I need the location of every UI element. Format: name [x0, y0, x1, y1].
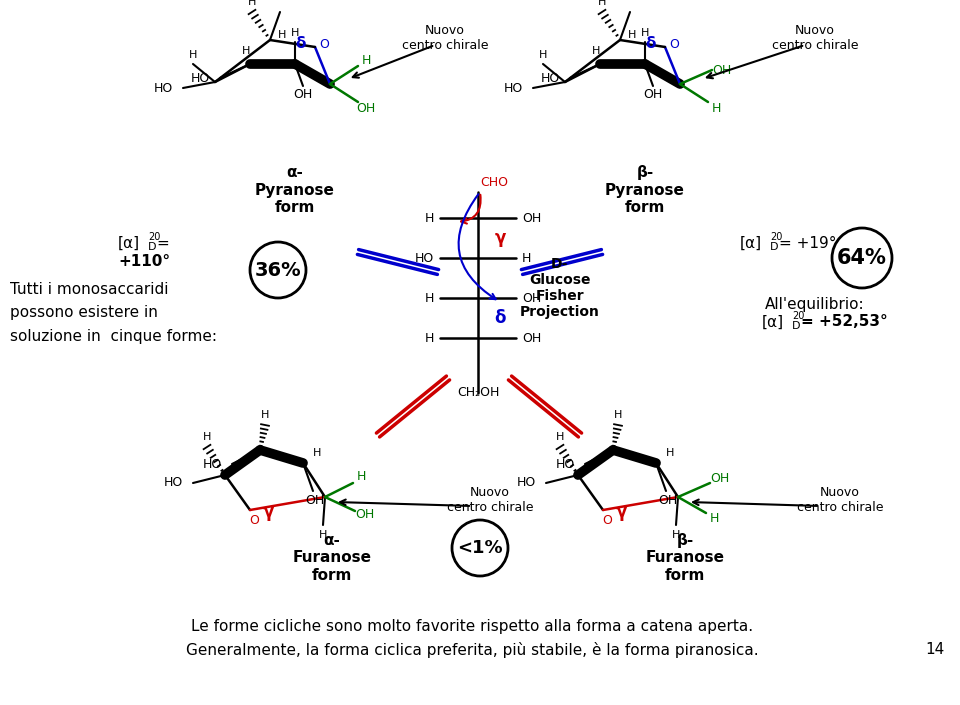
Text: 20: 20	[770, 232, 782, 242]
Circle shape	[832, 228, 892, 288]
Text: Nuovo
centro chirale: Nuovo centro chirale	[446, 486, 533, 514]
Text: Generalmente, la forma ciclica preferita, più stabile, è la forma piranosica.: Generalmente, la forma ciclica preferita…	[185, 642, 758, 658]
Text: H: H	[598, 0, 606, 7]
Text: H: H	[361, 54, 371, 66]
Text: H: H	[522, 252, 532, 264]
Text: H: H	[539, 50, 547, 60]
Text: H: H	[556, 432, 564, 442]
Text: OH: OH	[522, 291, 541, 305]
Text: H: H	[666, 448, 674, 458]
Text: D: D	[770, 242, 779, 252]
Text: HO: HO	[516, 477, 536, 489]
Text: H: H	[628, 30, 636, 40]
Text: All'equilibrio:: All'equilibrio:	[765, 298, 865, 312]
Text: HO: HO	[154, 82, 173, 94]
Text: CHO: CHO	[480, 176, 508, 190]
Text: H: H	[261, 410, 269, 420]
Text: OH: OH	[522, 331, 541, 345]
Text: OH: OH	[355, 508, 374, 522]
Text: H: H	[711, 102, 721, 114]
Text: Nuovo
centro chirale: Nuovo centro chirale	[401, 24, 489, 52]
Text: H: H	[356, 470, 366, 484]
Text: Nuovo
centro chirale: Nuovo centro chirale	[797, 486, 883, 514]
Text: H: H	[424, 331, 434, 345]
Text: H: H	[189, 50, 197, 60]
Text: H: H	[641, 28, 649, 38]
Text: 14: 14	[925, 642, 945, 658]
Text: Tutti i monosaccaridi: Tutti i monosaccaridi	[10, 283, 169, 298]
Text: H: H	[248, 0, 256, 7]
Text: OH: OH	[522, 212, 541, 224]
Text: =: =	[157, 235, 175, 250]
Text: δ: δ	[494, 309, 506, 327]
Text: γ: γ	[494, 229, 506, 247]
Text: γ: γ	[262, 503, 274, 521]
Circle shape	[250, 242, 306, 298]
Text: 36%: 36%	[254, 261, 301, 279]
Text: D-
Glucose
Fisher
Projection: D- Glucose Fisher Projection	[520, 257, 600, 319]
Text: 20: 20	[792, 311, 804, 321]
Text: H: H	[591, 46, 600, 56]
Text: β-
Pyranose
form: β- Pyranose form	[605, 165, 684, 215]
Text: γ: γ	[615, 503, 627, 521]
Text: H: H	[709, 513, 719, 525]
Text: β-
Furanose
form: β- Furanose form	[645, 533, 725, 583]
Text: δ: δ	[646, 37, 657, 51]
Text: soluzione in  cinque forme:: soluzione in cinque forme:	[10, 329, 217, 343]
Text: H: H	[313, 448, 322, 458]
Text: HO: HO	[415, 252, 434, 264]
Text: H: H	[613, 410, 622, 420]
Text: [α]: [α]	[740, 235, 762, 250]
Text: H: H	[424, 291, 434, 305]
Text: O: O	[602, 513, 612, 527]
Text: <1%: <1%	[457, 539, 503, 557]
Text: D: D	[792, 321, 801, 331]
Text: OH: OH	[294, 89, 313, 102]
Text: = +52,53°: = +52,53°	[801, 314, 888, 329]
Text: OH: OH	[710, 472, 730, 486]
Text: OH: OH	[643, 89, 662, 102]
Text: = +19°: = +19°	[779, 235, 836, 250]
Text: OH: OH	[356, 102, 375, 114]
Text: 20: 20	[148, 232, 160, 242]
Text: O: O	[319, 39, 329, 51]
Text: HO: HO	[540, 71, 560, 85]
Text: α-
Pyranose
form: α- Pyranose form	[255, 165, 335, 215]
Text: HO: HO	[203, 458, 222, 470]
Text: OH: OH	[712, 63, 732, 77]
Text: H: H	[242, 46, 251, 56]
Text: H: H	[672, 530, 681, 540]
Text: HO: HO	[504, 82, 523, 94]
Text: H: H	[424, 212, 434, 224]
Text: δ: δ	[296, 37, 306, 51]
Circle shape	[452, 520, 508, 576]
Text: [α]: [α]	[762, 314, 784, 329]
Text: OH: OH	[659, 494, 678, 508]
Text: H: H	[319, 530, 327, 540]
Text: O: O	[249, 513, 259, 527]
Text: D: D	[148, 242, 156, 252]
Text: 64%: 64%	[837, 248, 887, 268]
Text: O: O	[669, 39, 679, 51]
Text: HO: HO	[556, 458, 575, 470]
Text: H: H	[291, 28, 300, 38]
Text: α-
Furanose
form: α- Furanose form	[293, 533, 372, 583]
Text: HO: HO	[191, 71, 210, 85]
Text: Nuovo
centro chirale: Nuovo centro chirale	[772, 24, 858, 52]
Text: HO: HO	[164, 477, 183, 489]
Text: H: H	[203, 432, 211, 442]
Text: CH₂OH: CH₂OH	[457, 386, 499, 400]
Text: OH: OH	[305, 494, 324, 508]
Text: possono esistere in: possono esistere in	[10, 305, 157, 321]
Text: H: H	[277, 30, 286, 40]
Text: +110°: +110°	[118, 254, 170, 269]
Text: [α]: [α]	[118, 235, 140, 250]
Text: Le forme cicliche sono molto favorite rispetto alla forma a catena aperta.: Le forme cicliche sono molto favorite ri…	[191, 620, 753, 635]
